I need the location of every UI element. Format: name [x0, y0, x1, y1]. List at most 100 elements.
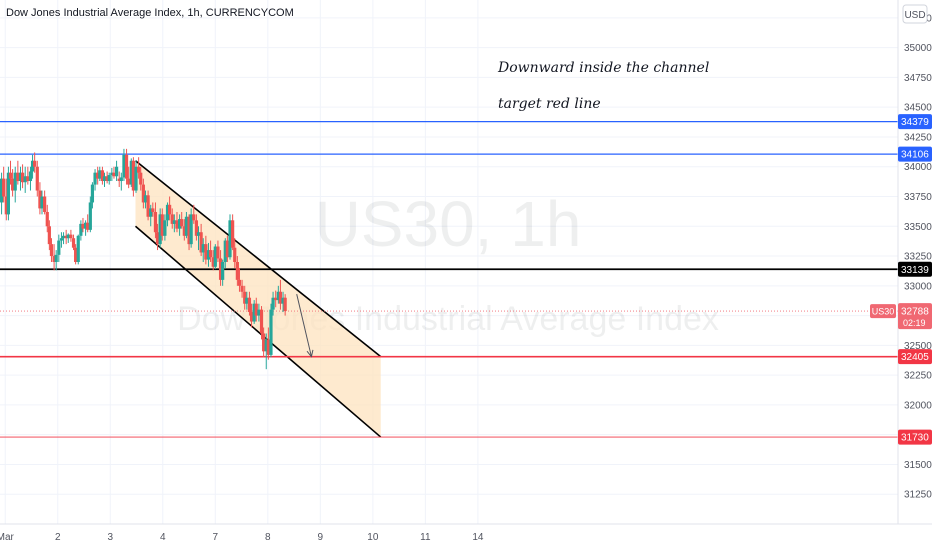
- candle-body: [247, 297, 252, 313]
- candle-body: [155, 232, 160, 245]
- candle-body: [69, 234, 73, 239]
- candle-body: [271, 297, 275, 310]
- time-axis-bg: [0, 524, 932, 550]
- price-badge-label: 31730: [901, 433, 929, 444]
- price-badge-34379: [898, 114, 932, 130]
- candle-body: [33, 160, 37, 167]
- candle-body: [240, 285, 244, 292]
- candle-body: [38, 190, 42, 209]
- candle-body: [237, 279, 242, 286]
- time-tick-label: 10: [367, 532, 379, 543]
- time-tick-label: 4: [160, 532, 166, 543]
- candle-body: [151, 208, 155, 212]
- candle-body: [252, 303, 256, 322]
- candle-body: [192, 214, 196, 221]
- candle-body: [98, 170, 102, 179]
- candle-body: [182, 226, 186, 236]
- candle-body: [204, 244, 208, 260]
- watermark-symbol: US30, 1h: [315, 188, 582, 260]
- candle-body: [137, 166, 141, 173]
- candle-body: [57, 240, 61, 255]
- candle-body: [40, 196, 44, 209]
- candle-body: [23, 176, 27, 183]
- channel-upper-line: [134, 160, 382, 358]
- candle-body: [233, 247, 237, 262]
- candlesticks: [0, 148, 287, 370]
- candle-body: [28, 171, 33, 182]
- candle-body: [52, 256, 56, 262]
- candle-body: [81, 223, 85, 229]
- candle-body: [127, 178, 131, 185]
- candle-body: [35, 166, 39, 191]
- time-tick-label: 14: [472, 532, 484, 543]
- candle-body: [13, 172, 17, 191]
- candle-body: [76, 235, 80, 262]
- horizontal-levels[interactable]: [0, 120, 898, 438]
- candle-body: [47, 226, 51, 245]
- candle-body: [86, 222, 90, 230]
- candle-body: [208, 250, 213, 258]
- candle-body: [225, 240, 229, 258]
- candle-body: [243, 291, 247, 304]
- time-axis[interactable]: Mar 2 3 4 7 8 9 10 11 14: [0, 523, 932, 550]
- candle-body: [74, 247, 78, 262]
- candle-body: [196, 232, 201, 236]
- price-tick-label: 34250: [904, 132, 932, 143]
- candle-body: [168, 204, 172, 215]
- price-tick-label: 32500: [904, 341, 932, 352]
- candle-body: [59, 238, 64, 241]
- price-tick-label: 34500: [904, 103, 932, 114]
- currency-button[interactable]: [902, 4, 928, 24]
- candle-body: [43, 196, 47, 212]
- candle-body: [8, 172, 13, 179]
- candle-body: [139, 172, 143, 185]
- target-arrow[interactable]: [296, 294, 314, 358]
- candle-body: [223, 240, 227, 262]
- candle-body: [54, 254, 58, 262]
- candle-body: [30, 160, 35, 172]
- candle-body: [102, 176, 107, 182]
- candle-body: [124, 154, 129, 179]
- candle-body: [100, 170, 105, 182]
- candle-body: [110, 172, 114, 176]
- time-tick-label: 2: [55, 532, 61, 543]
- candle-body: [143, 195, 148, 203]
- candle-body: [26, 176, 30, 182]
- candle-body: [114, 166, 119, 177]
- candle-body: [141, 184, 145, 203]
- candle-body: [160, 214, 164, 236]
- candle-body: [189, 214, 193, 245]
- price-tick-label: 33500: [904, 222, 932, 233]
- candle-body: [194, 220, 199, 236]
- candle-body: [163, 220, 167, 236]
- candle-body: [6, 172, 11, 215]
- candle-body: [20, 172, 25, 183]
- time-tick-label: 11: [420, 532, 431, 543]
- symbol-badge-label: US30: [872, 307, 895, 317]
- candle-body: [206, 250, 211, 260]
- price-tick-label: 35000: [904, 43, 932, 54]
- candle-body: [178, 219, 182, 229]
- candle-body: [278, 291, 283, 304]
- candle-body: [266, 339, 270, 355]
- candle-body: [107, 175, 111, 182]
- price-tick-label: 32250: [904, 371, 932, 382]
- candle-body: [231, 220, 235, 248]
- candle-body: [93, 172, 97, 185]
- candle-body: [122, 154, 126, 178]
- candle-body: [221, 262, 225, 280]
- candle-body: [79, 223, 83, 236]
- price-badge-32405: [898, 349, 932, 365]
- candle-body: [211, 257, 215, 267]
- time-tick-label: 9: [318, 532, 324, 543]
- time-tick-label: Mar: [0, 532, 15, 543]
- annotation-text-1[interactable]: Downward inside the channel: [497, 60, 709, 76]
- annotation-text-2[interactable]: target red line: [498, 96, 601, 112]
- candle-body: [88, 202, 92, 230]
- candle-body: [264, 339, 268, 352]
- candle-body: [18, 172, 23, 182]
- candle-body: [276, 291, 280, 301]
- candle-body: [213, 246, 217, 267]
